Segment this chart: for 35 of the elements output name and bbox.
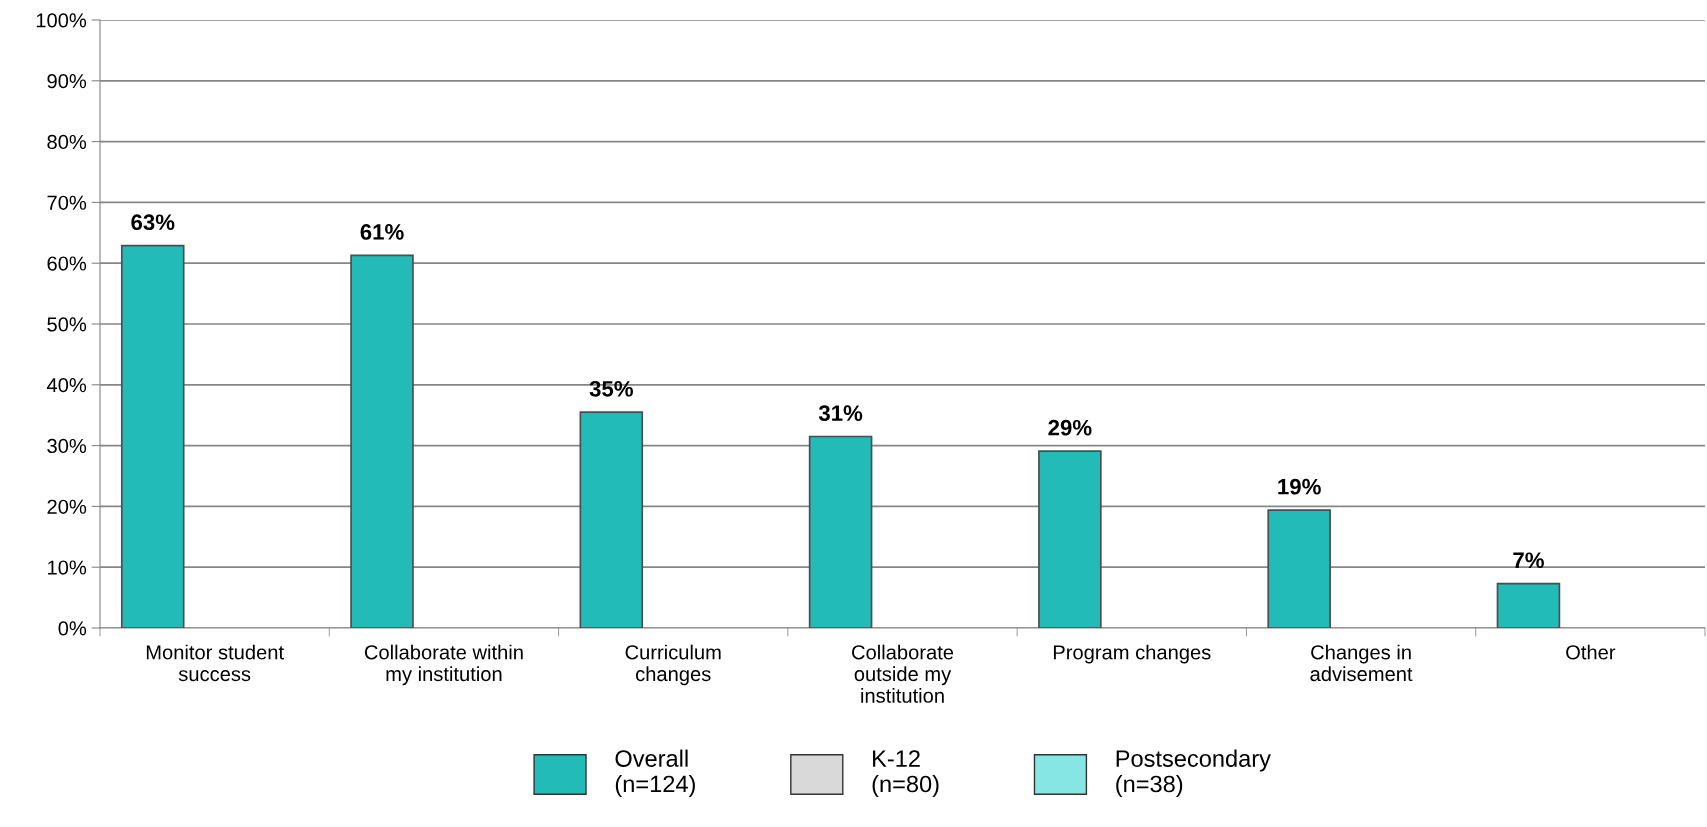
x-tick-label: Changes in advisement [1310,644,1413,682]
data-label: 7% [1513,552,1544,569]
y-tick-label: 0% [58,621,87,636]
x-tick-label: Program changes [1053,644,1211,664]
data-label: 31% [818,405,863,422]
x-tick-label: Curriculum changes [625,644,721,686]
y-tick-label: 60% [47,256,87,271]
bar [1038,450,1102,628]
y-tick-label: 10% [48,560,87,575]
bar [120,244,185,628]
y-tick-label: 70% [47,195,87,210]
data-label: 35% [589,380,633,397]
bar [1267,509,1331,628]
x-tick-label: Other [1566,644,1616,660]
bar [808,435,873,628]
x-tick-label: Collaborate within my institution [364,644,523,686]
data-label: 61% [360,224,404,240]
y-tick-label: 30% [47,438,87,454]
y-tick-label: 40% [46,378,87,393]
y-tick-label: 20% [47,499,87,514]
x-tick-label: Monitor student success [146,644,284,682]
data-label: 63% [131,214,175,231]
data-label: 19% [1278,478,1321,495]
legend-label: Overall (n=124) [615,749,695,797]
data-label: 29% [1048,419,1092,436]
bar [579,411,644,628]
bar [1496,582,1561,628]
y-tick-label: 80% [47,134,87,150]
y-tick-label: 100% [36,13,87,28]
y-tick-label: 90% [47,74,87,89]
bar [350,254,414,628]
y-tick-label: 50% [47,317,87,332]
legend-label: K-12 (n=80) [872,750,939,797]
x-tick-label: Collaborate outside my institution [852,644,954,703]
legend-label: Postsecondary (n=38) [1116,749,1271,797]
